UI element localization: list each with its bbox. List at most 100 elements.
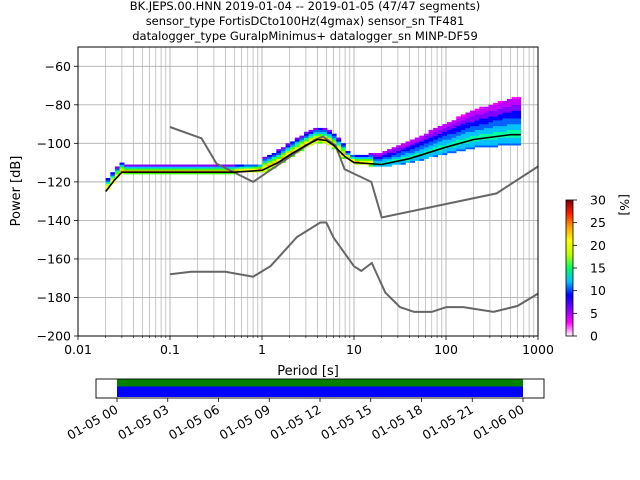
heatmap-cell: [428, 149, 434, 152]
heatmap-cell: [317, 129, 323, 132]
heatmap-cell: [470, 129, 475, 132]
heatmap-cell: [446, 127, 452, 131]
heatmap-cell: [410, 152, 416, 156]
heatmap-cell: [483, 120, 489, 123]
heatmap-cell: [460, 116, 466, 119]
heatmap-cell: [506, 137, 512, 140]
heatmap-cell: [423, 147, 429, 150]
heatmap-cell: [451, 139, 457, 142]
heatmap-cell: [483, 106, 489, 109]
heatmap-cell: [396, 151, 402, 154]
heatmap-cell: [470, 114, 475, 117]
heatmap-cell: [442, 143, 448, 146]
heatmap-cell: [165, 164, 171, 167]
heatmap-cell: [170, 172, 176, 175]
heatmap-cell: [511, 135, 517, 138]
heatmap-cell: [460, 114, 466, 117]
heatmap-cell: [446, 129, 452, 132]
heatmap-cell: [423, 143, 429, 146]
heatmap-cell: [493, 116, 499, 119]
heatmap-cell: [225, 164, 231, 167]
heatmap-cell: [423, 156, 429, 159]
heatmap-cell: [327, 131, 332, 134]
title-line-3: datalogger_type GuralpMinimus+ datalogge…: [132, 29, 478, 43]
heatmap-cell: [400, 145, 406, 148]
heatmap-cell: [502, 110, 508, 113]
x-tick-label: 0.1: [160, 342, 180, 357]
heatmap-cell: [511, 120, 517, 123]
heatmap-cell: [322, 127, 328, 131]
heatmap-cell: [456, 125, 462, 129]
heatmap-cell: [304, 141, 309, 144]
heatmap-cell: [456, 120, 462, 123]
heatmap-cell: [456, 131, 462, 134]
coverage-tick-label: 01-05 21: [420, 402, 476, 443]
heatmap-cell: [419, 158, 425, 161]
heatmap-cell: [197, 172, 203, 175]
heatmap-cell: [493, 120, 499, 123]
heatmap-cell: [220, 172, 226, 175]
heatmap-cell: [387, 154, 392, 158]
heatmap-cell: [502, 116, 508, 119]
heatmap-cell: [451, 131, 457, 134]
heatmap-cell: [493, 104, 499, 107]
heatmap-cell: [142, 172, 148, 175]
heatmap-cell: [493, 102, 499, 105]
heatmap-cell: [257, 168, 263, 171]
heatmap-cell: [437, 149, 443, 152]
heatmap-cell: [405, 151, 411, 154]
heatmap-cell: [207, 172, 213, 175]
heatmap-cell: [451, 147, 457, 150]
heatmap-cell: [483, 135, 489, 138]
heatmap-cell: [313, 131, 319, 134]
heatmap-cell: [511, 102, 517, 105]
heatmap-cell: [382, 152, 388, 156]
heatmap-cell: [142, 168, 148, 171]
y-tick-label: −120: [37, 174, 71, 189]
heatmap-cell: [317, 133, 323, 136]
heatmap-cell: [276, 158, 282, 161]
heatmap-cell: [377, 152, 383, 156]
heatmap-cell: [506, 118, 512, 121]
heatmap-cell: [437, 145, 443, 148]
heatmap-cell: [188, 170, 194, 173]
y-axis-ticks: −60 −80 −100 −120 −140 −160 −180 −200: [37, 59, 78, 344]
heatmap-cell: [400, 147, 406, 150]
heatmap-cell: [151, 168, 157, 171]
heatmap-cell: [299, 137, 305, 140]
heatmap-cell: [340, 143, 346, 146]
heatmap-cell: [331, 147, 337, 150]
heatmap-cell: [493, 125, 499, 129]
heatmap-cell: [147, 166, 153, 169]
heatmap-cell: [193, 168, 199, 171]
heatmap-cell: [465, 122, 471, 125]
heatmap-cell: [197, 164, 203, 167]
heatmap-cell: [516, 112, 522, 115]
heatmap-cell: [322, 141, 328, 144]
heatmap-cell: [502, 112, 508, 115]
heatmap-cell: [442, 139, 448, 142]
heatmap-cell: [493, 129, 499, 132]
heatmap-cell: [354, 158, 360, 161]
heatmap-cell: [207, 164, 213, 167]
heatmap-cell: [340, 151, 346, 154]
heatmap-cell: [506, 108, 512, 111]
heatmap-cell: [414, 149, 420, 152]
heatmap-cell: [470, 143, 475, 146]
grid: [77, 47, 538, 337]
heatmap-cell: [244, 166, 249, 169]
heatmap-cell: [511, 100, 517, 104]
heatmap-cell: [423, 135, 429, 138]
heatmap-cell: [474, 143, 480, 146]
heatmap-cell: [410, 158, 416, 161]
heatmap-cell: [419, 135, 425, 138]
heatmap-cell: [470, 124, 475, 127]
heatmap-cell: [479, 127, 485, 131]
coverage-tick-label: 01-06 00: [470, 402, 526, 443]
heatmap-cell: [433, 135, 439, 138]
heatmap-cell: [336, 139, 342, 142]
heatmap-cell: [488, 116, 494, 119]
heatmap-cell: [262, 160, 268, 163]
heatmap-cell: [516, 110, 522, 113]
heatmap-cell: [456, 124, 462, 127]
